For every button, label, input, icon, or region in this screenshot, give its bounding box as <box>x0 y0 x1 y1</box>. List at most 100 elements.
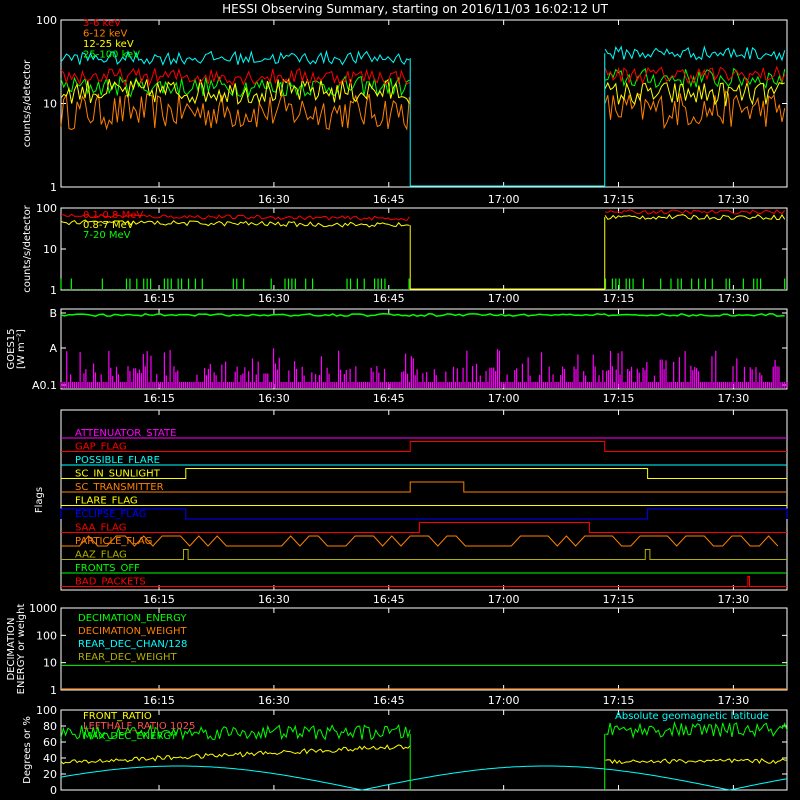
legend-label: 25-100 keV <box>83 50 140 61</box>
x-tick-label: 17:15 <box>603 193 635 206</box>
x-tick-label: 17:30 <box>718 593 750 606</box>
flag-label: POSSIBLE_FLARE <box>75 455 160 466</box>
x-tick-label: 16:30 <box>258 694 290 707</box>
y-tick-label: 100 <box>36 14 57 27</box>
legend-label: REAR_DEC_WEIGHT <box>78 652 177 663</box>
series-line <box>60 721 788 741</box>
x-tick-label: 16:30 <box>258 593 290 606</box>
y-tick-label: 10 <box>43 98 57 111</box>
flag-trace <box>61 549 787 560</box>
y-axis-label: ENERGY or weight <box>16 604 27 695</box>
flag-trace <box>61 522 787 533</box>
legend-label: 0.8-7 MeV <box>83 220 134 231</box>
y-axis-label: Flags <box>34 487 45 513</box>
flag-trace <box>60 508 788 520</box>
panel-frame <box>60 308 788 390</box>
flag-label: FRONTS_OFF <box>75 563 140 574</box>
y-tick-label: 40 <box>43 752 57 765</box>
series-line <box>60 765 788 791</box>
y-tick-label: 100 <box>36 704 57 717</box>
legend-label: 7-20 MeV <box>83 230 131 241</box>
y-tick-label: 1 <box>50 284 57 297</box>
x-tick-label: 16:15 <box>143 694 175 707</box>
y-tick-label: 0 <box>50 784 57 797</box>
flag-label: PARTICLE_FLAG <box>75 536 152 547</box>
x-tick-label: 16:45 <box>373 193 405 206</box>
x-tick-label: 17:00 <box>488 292 520 305</box>
x-tick-label: 16:30 <box>258 193 290 206</box>
y-axis-label: counts/s/detector <box>22 204 33 292</box>
legend-label: FRONT_RATIO <box>83 711 152 722</box>
legend-label: MAX_DEC_ENERGY <box>83 731 178 742</box>
legend-label: Absolute geomagnetic latitude <box>615 711 769 722</box>
flag-label: SC_TRANSMITTER <box>75 482 164 493</box>
flag-trace <box>61 481 787 493</box>
flag-label: ATTENUATOR_STATE <box>75 428 176 439</box>
x-tick-label: 16:45 <box>373 292 405 305</box>
panel-frame <box>60 607 788 691</box>
x-tick-label: 17:30 <box>718 292 750 305</box>
legend-label: 12-25 keV <box>83 39 134 50</box>
flag-trace <box>61 576 787 587</box>
legend-label: DECIMATION_ENERGY <box>78 613 187 624</box>
panel-flags: 16:15 16:30 16:45 17:00 17:15 17:30 Flags ATTEN… <box>34 409 788 606</box>
x-tick-label: 17:30 <box>718 392 750 405</box>
x-tick-label: 16:45 <box>373 694 405 707</box>
x-tick-label: 16:45 <box>373 593 405 606</box>
panel-high-energy: 16:15 16:30 16:45 17:00 17:15 17:30 1 10 100coun… <box>22 202 788 305</box>
x-tick-label: 17:15 <box>603 694 635 707</box>
x-tick-label: 16:30 <box>258 292 290 305</box>
y-tick-label: 60 <box>43 736 57 749</box>
series-line <box>60 744 787 765</box>
x-tick-label: 17:30 <box>718 694 750 707</box>
y-tick-label: 10 <box>43 657 57 670</box>
x-tick-label: 17:15 <box>603 392 635 405</box>
panel-goes: 16:15 16:30 16:45 17:00 17:15 17:30 A0.1 A B GOES… <box>6 307 788 405</box>
x-tick-label: 16:15 <box>143 193 175 206</box>
panel-frame <box>60 207 788 291</box>
x-tick-label: 17:30 <box>718 193 750 206</box>
x-tick-label: 16:30 <box>258 392 290 405</box>
series-line <box>60 209 786 222</box>
flag-label: ECLIPSE_FLAG <box>75 509 146 520</box>
y-tick-label: 20 <box>43 768 57 781</box>
figure-title: HESSI Observing Summary, starting on 201… <box>222 2 608 16</box>
y-tick-label: 100 <box>36 202 57 215</box>
flag-label: FLARE_FLAG <box>75 496 138 507</box>
flag-trace <box>61 535 779 547</box>
flag-trace <box>61 468 787 479</box>
series-line <box>60 65 786 87</box>
legend-label: 6-12 keV <box>83 29 127 40</box>
y-tick-label: 10 <box>43 243 57 256</box>
panel-frame <box>60 709 788 791</box>
flag-trace <box>61 441 787 452</box>
y-axis-label: DECIMATION <box>6 617 17 680</box>
y-tick-label: 100 <box>36 629 57 642</box>
y-tick-label: A <box>49 342 57 355</box>
x-tick-label: 17:00 <box>488 694 520 707</box>
y-axis-label: [W m⁻²] <box>16 329 27 369</box>
panel-decimation: 16:15 16:30 16:45 17:00 17:15 17:30 1 10 100 1000… <box>6 602 788 707</box>
flag-label: AAZ_FLAG <box>75 550 127 561</box>
y-axis-label: Degrees or % <box>22 716 33 784</box>
x-tick-label: 17:15 <box>603 292 635 305</box>
series-line <box>60 77 785 107</box>
y-tick-label: 1000 <box>29 602 57 615</box>
panel-low-energy: 16:15 16:30 16:45 17:00 17:15 17:30 1 10 100 coun… <box>22 14 788 206</box>
flag-label: BAD_PACKETS <box>75 577 146 588</box>
panel-frame <box>60 19 788 188</box>
series-line <box>60 45 786 67</box>
legend-label: REAR_DEC_CHAN/128 <box>78 639 187 650</box>
y-tick-label: 1 <box>50 684 57 697</box>
x-tick-label: 16:45 <box>373 392 405 405</box>
y-tick-label: A0.1 <box>32 379 57 392</box>
y-axis-label: GOES15 <box>6 328 17 369</box>
y-tick-label: 1 <box>50 181 57 194</box>
series-line <box>60 312 785 317</box>
y-tick-label: 80 <box>43 720 57 733</box>
y-tick-label: B <box>49 307 57 320</box>
series-line <box>60 213 786 228</box>
x-tick-label: 16:15 <box>143 392 175 405</box>
